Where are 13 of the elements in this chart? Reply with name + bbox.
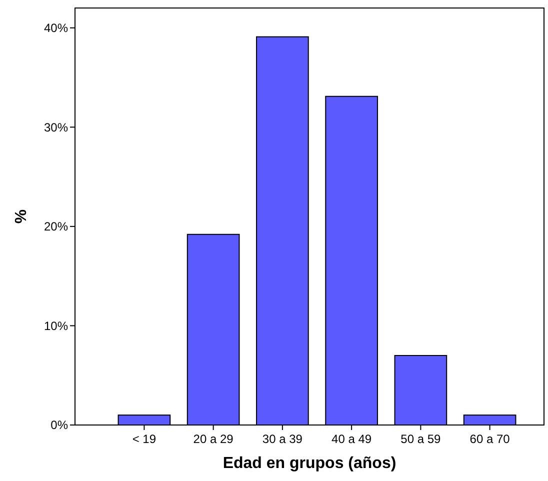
x-tick-label: 30 a 39: [262, 432, 303, 446]
y-tick-label: 0%: [50, 418, 68, 432]
y-tick-label: 10%: [44, 318, 68, 333]
x-tick-label: 50 a 59: [400, 432, 442, 446]
y-tick-label: 40%: [44, 21, 68, 36]
x-tick-label: 40 a 49: [332, 432, 372, 446]
y-tick-label: 30%: [44, 120, 68, 134]
x-tick-label: 60 a 70: [470, 432, 510, 446]
x-tick-label: < 19: [132, 432, 156, 446]
x-axis-title: Edad en grupos (años): [222, 455, 396, 472]
y-axis-title: %: [13, 209, 30, 224]
y-tick-label: 20%: [44, 220, 68, 234]
x-tick-label: 20 a 29: [193, 432, 234, 446]
